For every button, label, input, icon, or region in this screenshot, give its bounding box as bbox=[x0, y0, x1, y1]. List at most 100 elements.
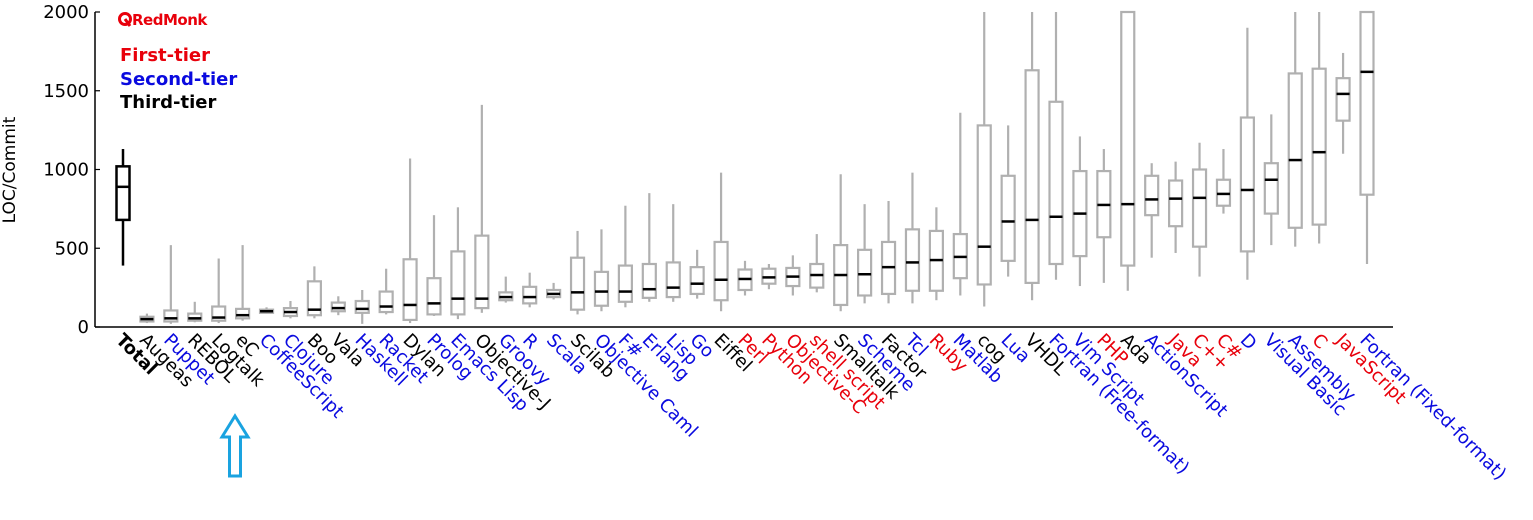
iqr-box bbox=[1359, 10, 1375, 196]
category-label-fortran-fixed-format: Fortran (Fixed-format) bbox=[1355, 330, 1510, 485]
iqr-box bbox=[1048, 100, 1064, 266]
box-fortran-fixed-format bbox=[1359, 10, 1375, 264]
iqr-box bbox=[976, 124, 992, 286]
box-python bbox=[761, 264, 777, 290]
iqr-box bbox=[235, 307, 251, 320]
box-fortran-free-format bbox=[1048, 12, 1064, 280]
iqr-box bbox=[306, 280, 322, 317]
box-f bbox=[617, 205, 633, 308]
box-java bbox=[1168, 161, 1184, 253]
box-tcl bbox=[904, 172, 921, 304]
legend-third-tier: Third-tier bbox=[120, 92, 216, 113]
box-boo bbox=[306, 266, 322, 319]
box-dylan bbox=[402, 158, 418, 324]
box-shell-script bbox=[809, 234, 825, 293]
box-total bbox=[115, 149, 131, 266]
iqr-box bbox=[1191, 168, 1208, 248]
box-logtalk bbox=[211, 258, 227, 324]
box-c bbox=[1311, 12, 1327, 244]
box-augeas bbox=[139, 313, 155, 324]
box-go bbox=[689, 249, 705, 299]
box-smalltalk bbox=[833, 174, 849, 312]
iqr-box bbox=[904, 228, 921, 292]
box-ruby bbox=[928, 207, 944, 301]
box-scheme bbox=[857, 204, 873, 304]
legend-first-tier: First-tier bbox=[120, 45, 210, 66]
boxes bbox=[115, 10, 1375, 324]
iqr-box bbox=[1000, 174, 1016, 262]
box-vala bbox=[330, 296, 346, 316]
box-c bbox=[1215, 149, 1232, 214]
box-d bbox=[1239, 27, 1255, 280]
redmonk-glyph-icon bbox=[118, 12, 132, 27]
box-racket bbox=[378, 268, 394, 315]
box-erlang bbox=[641, 193, 657, 302]
box-actionscript bbox=[1144, 163, 1160, 258]
box-rebol bbox=[187, 301, 203, 323]
box-lisp bbox=[665, 204, 681, 302]
box-ec bbox=[235, 245, 251, 321]
box-scala bbox=[546, 282, 562, 300]
iqr-box bbox=[378, 290, 394, 314]
annotation-arrow bbox=[219, 413, 251, 478]
box-haskell bbox=[354, 289, 370, 324]
arrow-up-icon bbox=[219, 413, 251, 478]
iqr-box bbox=[617, 264, 633, 303]
box-coffeescript bbox=[258, 307, 275, 314]
iqr-box bbox=[402, 258, 418, 322]
iqr-box bbox=[593, 270, 610, 307]
box-clojure bbox=[282, 301, 299, 319]
box-factor bbox=[880, 201, 897, 304]
redmonk-logo: RedMonk bbox=[118, 11, 209, 29]
iqr-box bbox=[713, 240, 729, 302]
box-prolog bbox=[426, 215, 442, 316]
box-ada bbox=[1120, 10, 1136, 291]
y-tick-label-1500: 1500 bbox=[43, 81, 89, 102]
iqr-box bbox=[522, 285, 538, 305]
box-objective-c bbox=[785, 255, 801, 296]
iqr-box bbox=[163, 309, 179, 323]
iqr-box bbox=[665, 261, 681, 299]
box-perl bbox=[737, 260, 753, 296]
y-tick-label-2000: 2000 bbox=[43, 2, 89, 23]
y-tick-label-1000: 1000 bbox=[43, 160, 89, 181]
iqr-box bbox=[426, 277, 442, 316]
y-tick-label-0: 0 bbox=[78, 317, 89, 338]
legend-second-tier: Second-tier bbox=[120, 69, 237, 90]
logo-text: RedMonk bbox=[132, 11, 208, 29]
box-php bbox=[1096, 149, 1112, 283]
legend: First-tier Second-tier Third-tier bbox=[120, 45, 237, 113]
box-emacs-lisp bbox=[450, 207, 466, 320]
iqr-box bbox=[1168, 179, 1184, 228]
iqr-box bbox=[1144, 174, 1160, 217]
box-c bbox=[1191, 142, 1208, 277]
iqr-box bbox=[689, 266, 705, 296]
box-visual-basic bbox=[1263, 114, 1279, 246]
iqr-box bbox=[354, 299, 370, 314]
iqr-box bbox=[1120, 10, 1136, 267]
box-eiffel bbox=[713, 172, 729, 312]
box-cog bbox=[976, 12, 992, 307]
box-vhdl bbox=[1024, 12, 1040, 301]
box-puppet bbox=[163, 245, 179, 324]
box-scilab bbox=[569, 230, 586, 315]
box-assembly bbox=[1287, 12, 1303, 247]
iqr-box bbox=[857, 248, 873, 297]
iqr-box bbox=[1239, 116, 1255, 253]
iqr-box bbox=[115, 165, 131, 222]
box-r bbox=[522, 272, 538, 308]
x-axis-labels: TotalAugeasPuppetREBOLLogtalkeCCoffeeScr… bbox=[111, 329, 1510, 485]
y-axis: 0 500 1000 1500 2000 bbox=[43, 2, 1393, 338]
box-objective-caml bbox=[593, 229, 610, 312]
iqr-box bbox=[1335, 77, 1351, 122]
y-axis-label: LOC/Commit bbox=[0, 116, 20, 223]
box-javascript bbox=[1335, 52, 1351, 154]
iqr-box bbox=[211, 305, 227, 322]
iqr-box bbox=[641, 262, 657, 299]
y-tick-label-500: 500 bbox=[55, 238, 89, 259]
iqr-box bbox=[1287, 72, 1303, 229]
iqr-box bbox=[569, 256, 586, 311]
iqr-box bbox=[1311, 67, 1327, 226]
iqr-box bbox=[1024, 69, 1040, 285]
